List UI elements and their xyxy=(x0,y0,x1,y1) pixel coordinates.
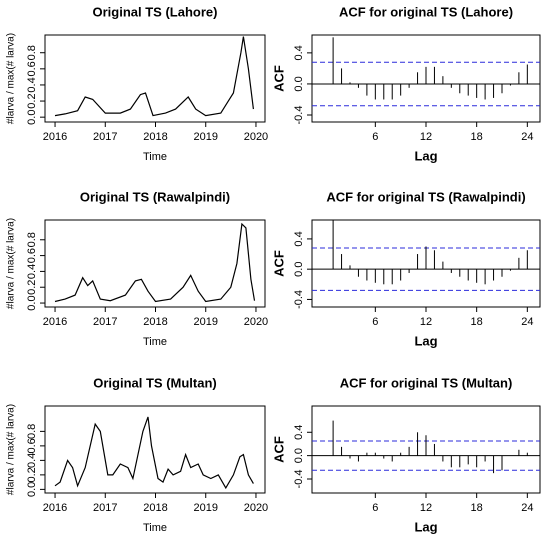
x-axis-label: Lag xyxy=(414,148,437,163)
x-tick-label: 12 xyxy=(420,316,432,328)
y-tick-label: 0.6 xyxy=(26,248,38,263)
series-line xyxy=(54,36,254,117)
x-tick-label: 2016 xyxy=(43,131,67,143)
plot-box xyxy=(44,34,266,123)
x-tick-label: 24 xyxy=(521,502,533,514)
x-tick-label: 18 xyxy=(471,316,483,328)
x-tick-label: 24 xyxy=(521,316,533,328)
x-tick-label: 2017 xyxy=(93,316,117,328)
x-tick-label: 2017 xyxy=(93,131,117,143)
y-tick-label: 0.8 xyxy=(26,424,38,439)
y-tick-label: 0.2 xyxy=(26,467,38,482)
y-tick-label: 0.8 xyxy=(26,232,38,247)
y-tick-label: 0.2 xyxy=(26,93,38,108)
x-axis-label: Lag xyxy=(414,519,437,534)
x-axis-label: Time xyxy=(143,151,167,163)
chart-title: Original TS (Rawalpindi) xyxy=(80,189,230,204)
y-tick-label: 0.6 xyxy=(26,438,38,453)
x-tick-label: 2019 xyxy=(193,316,217,328)
x-tick-label: 12 xyxy=(420,502,432,514)
y-tick-label: 0.4 xyxy=(293,231,305,246)
x-tick-label: 2020 xyxy=(244,502,268,514)
series-line xyxy=(54,222,256,303)
x-axis-label: Lag xyxy=(414,333,437,348)
y-tick-label: 0.6 xyxy=(26,61,38,76)
y-axis-label: ACF xyxy=(271,250,286,277)
x-tick-label: 2017 xyxy=(93,502,117,514)
x-tick-label: 6 xyxy=(372,131,378,143)
x-tick-label: 2020 xyxy=(244,131,268,143)
y-tick-label: 0.8 xyxy=(26,45,38,60)
y-tick-label: 0.4 xyxy=(26,77,38,92)
x-tick-label: 2019 xyxy=(193,131,217,143)
y-axis-label: #larva / max(# larva) xyxy=(6,218,17,309)
x-tick-label: 2020 xyxy=(244,316,268,328)
x-tick-label: 24 xyxy=(521,131,533,143)
x-tick-label: 2016 xyxy=(43,316,67,328)
y-tick-label: 0.0 xyxy=(293,262,305,277)
y-tick-label: -0.4 xyxy=(293,106,305,125)
y-tick-label: 0.4 xyxy=(293,425,305,440)
y-tick-label: 0.0 xyxy=(26,482,38,497)
y-axis-label: ACF xyxy=(271,436,286,463)
plot-box xyxy=(44,405,266,494)
y-axis-label: ACF xyxy=(271,65,286,92)
y-tick-label: -0.4 xyxy=(293,290,305,309)
y-axis-label: #larva / max(# larva) xyxy=(6,404,17,495)
y-tick-label: 0.0 xyxy=(26,110,38,125)
y-axis-label: #larva / max(# larva) xyxy=(6,33,17,124)
chart-title: Original TS (Multan) xyxy=(93,375,217,390)
series-line xyxy=(54,416,254,490)
chart-title: ACF for original TS (Multan) xyxy=(340,375,513,390)
y-tick-label: 0.0 xyxy=(293,448,305,463)
x-tick-label: 12 xyxy=(420,131,432,143)
y-tick-label: 0.0 xyxy=(26,295,38,310)
y-tick-label: 0.4 xyxy=(26,264,38,279)
y-tick-label: 0.2 xyxy=(26,280,38,295)
x-tick-label: 2016 xyxy=(43,502,67,514)
y-tick-label: 0.4 xyxy=(26,453,38,468)
x-tick-label: 2018 xyxy=(143,316,167,328)
chart-title: ACF for original TS (Lahore) xyxy=(339,4,513,19)
chart-title: Original TS (Lahore) xyxy=(93,4,218,19)
chart-title: ACF for original TS (Rawalpindi) xyxy=(326,189,525,204)
y-tick-label: 0.4 xyxy=(293,45,305,60)
x-tick-label: 2018 xyxy=(143,131,167,143)
x-axis-label: Time xyxy=(143,522,167,534)
plot-box xyxy=(44,219,266,308)
y-tick-label: 0.0 xyxy=(293,76,305,91)
x-tick-label: 18 xyxy=(471,502,483,514)
x-axis-label: Time xyxy=(143,336,167,348)
x-tick-label: 18 xyxy=(471,131,483,143)
x-tick-label: 6 xyxy=(372,502,378,514)
x-tick-label: 2019 xyxy=(193,502,217,514)
y-tick-label: -0.4 xyxy=(293,470,305,489)
x-tick-label: 6 xyxy=(372,316,378,328)
x-tick-label: 2018 xyxy=(143,502,167,514)
